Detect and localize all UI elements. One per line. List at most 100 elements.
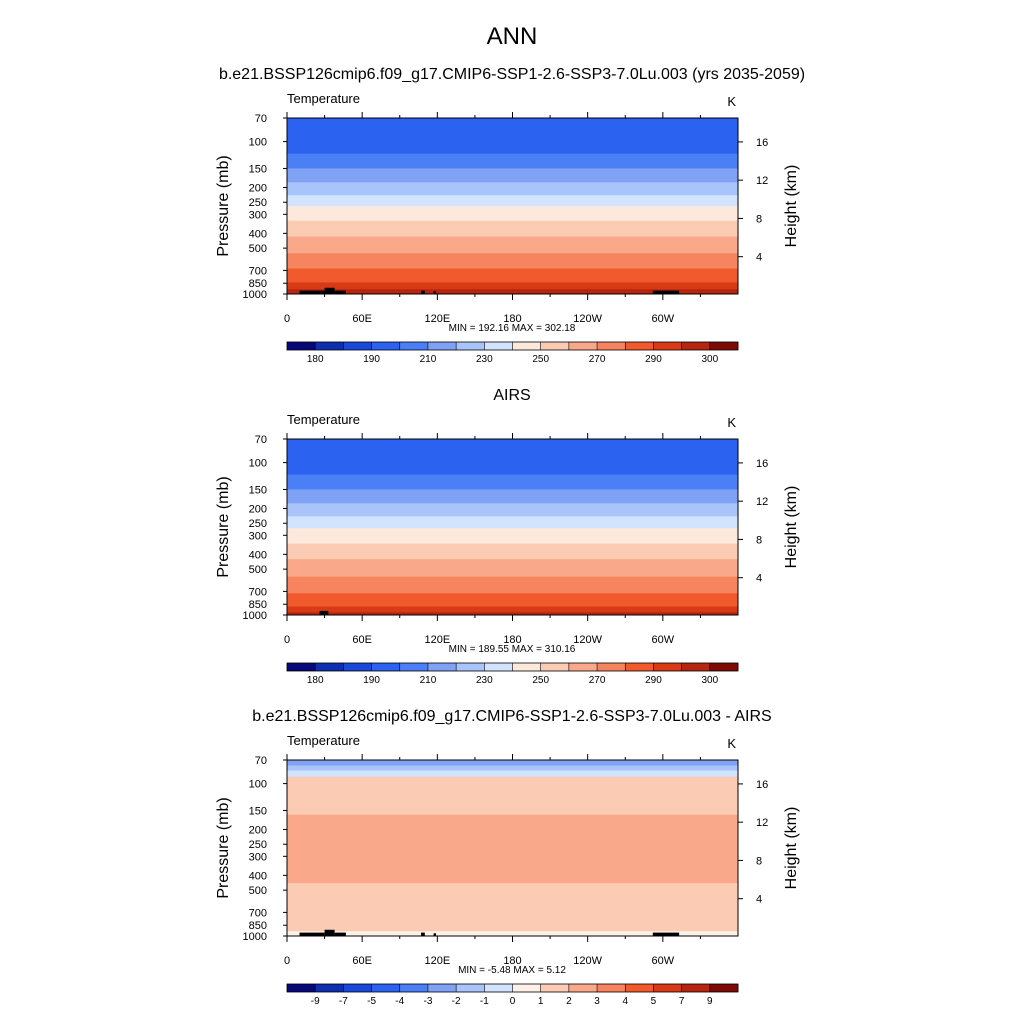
colorbar-label: 290 — [645, 354, 662, 365]
contour-band — [287, 814, 738, 884]
contour-band — [287, 503, 738, 517]
y-tick-label: 100 — [249, 458, 267, 470]
contour-band — [287, 168, 738, 183]
x-tick-label: 0 — [284, 955, 290, 967]
colorbar-label: 180 — [307, 675, 324, 686]
contour-band — [287, 593, 738, 608]
x-tick-label: 60E — [352, 955, 372, 967]
colorbar-swatch — [456, 342, 485, 350]
colorbar-swatch — [709, 663, 739, 671]
colorbar-label: -9 — [311, 996, 320, 1007]
colorbar-swatch — [681, 984, 711, 992]
topography-mask — [652, 290, 680, 294]
y2-tick-label: 4 — [756, 573, 762, 585]
y-tick-label: 500 — [249, 885, 267, 897]
colorbar-swatch — [427, 984, 457, 992]
y2-tick-label: 12 — [756, 496, 768, 508]
y2-tick-label: 16 — [756, 137, 768, 149]
topography-mask — [433, 291, 437, 294]
contour-band — [287, 776, 738, 816]
y2-axis-title: Height (km) — [783, 165, 800, 248]
colorbar-swatch — [512, 984, 541, 992]
colorbar-label: 5 — [651, 996, 657, 1007]
y-tick-label: 500 — [249, 243, 267, 255]
units-label: K — [727, 94, 736, 109]
panels-group: b.e21.BSSP126cmip6.f09_g17.CMIP6-SSP1-2.… — [215, 66, 805, 1007]
y-tick-label: 100 — [249, 137, 267, 149]
colorbar-label: -1 — [480, 996, 489, 1007]
colorbar-label: 300 — [701, 354, 718, 365]
contour-band — [287, 606, 738, 613]
y-tick-label: 700 — [249, 586, 267, 598]
x-tick-label: 180 — [503, 955, 521, 967]
contour-band — [287, 289, 738, 295]
colorbar-swatch — [484, 984, 513, 992]
y-tick-label: 1000 — [243, 610, 267, 622]
colorbar-swatch — [597, 663, 626, 671]
topography-mask — [421, 290, 425, 294]
x-tick-label: 120E — [424, 955, 450, 967]
contour-band — [287, 760, 738, 766]
colorbar-swatch — [484, 342, 513, 350]
colorbar-label: 7 — [679, 996, 685, 1007]
colorbar-label: -4 — [395, 996, 404, 1007]
y-tick-label: 300 — [249, 851, 267, 863]
colorbar-label: 2 — [566, 996, 572, 1007]
colorbar-swatch — [709, 984, 739, 992]
x-tick-label: 120E — [424, 634, 450, 646]
colorbar-swatch — [625, 984, 654, 992]
x-tick-label: 180 — [503, 634, 521, 646]
contour-band — [287, 118, 738, 139]
y2-tick-label: 16 — [756, 779, 768, 791]
y-tick-label: 250 — [249, 839, 267, 851]
y-tick-label: 200 — [249, 182, 267, 194]
y-tick-label: 150 — [249, 805, 267, 817]
colorbar-swatch — [287, 984, 316, 992]
y2-tick-label: 12 — [756, 817, 768, 829]
y-tick-label: 200 — [249, 824, 267, 836]
colorbar-swatch — [681, 342, 711, 350]
colorbar-swatch — [343, 984, 372, 992]
colorbar-swatch — [399, 342, 429, 350]
y-tick-label: 100 — [249, 779, 267, 791]
variable-label: Temperature — [287, 733, 360, 748]
x-tick-label: 60W — [652, 634, 675, 646]
topography-mask — [433, 933, 437, 936]
colorbar-label: 190 — [363, 675, 380, 686]
units-label: K — [727, 736, 736, 751]
y-tick-label: 400 — [249, 870, 267, 882]
y-tick-label: 1000 — [243, 931, 267, 943]
topography-mask — [324, 287, 335, 294]
topography-mask — [334, 290, 346, 294]
colorbar-label: -7 — [339, 996, 348, 1007]
y-axis-title: Pressure (mb) — [215, 797, 232, 898]
contour-band — [287, 528, 738, 545]
colorbar-swatch — [315, 984, 344, 992]
topography-mask — [652, 932, 680, 936]
contour-band — [287, 253, 738, 269]
panel-title: b.e21.BSSP126cmip6.f09_g17.CMIP6-SSP1-2.… — [219, 66, 805, 83]
colorbar-label: 300 — [701, 675, 718, 686]
colorbar-swatch — [568, 984, 598, 992]
y-tick-label: 400 — [249, 228, 267, 240]
colorbar-swatch — [427, 342, 457, 350]
x-tick-label: 60E — [352, 313, 372, 325]
y-tick-label: 70 — [255, 755, 267, 767]
y-axis-title: Pressure (mb) — [215, 155, 232, 256]
colorbar-swatch — [371, 663, 401, 671]
contour-band — [287, 195, 738, 207]
y-tick-label: 250 — [249, 518, 267, 530]
colorbar-swatch — [625, 663, 654, 671]
y-tick-label: 1000 — [243, 289, 267, 301]
y-tick-label: 300 — [249, 530, 267, 542]
colorbar-label: 3 — [594, 996, 600, 1007]
contour-band — [287, 220, 738, 238]
colorbar-swatch — [512, 663, 541, 671]
y-tick-label: 300 — [249, 209, 267, 221]
colorbar-swatch — [399, 663, 429, 671]
colorbar-swatch — [371, 984, 401, 992]
y2-tick-label: 16 — [756, 458, 768, 470]
panel-title: b.e21.BSSP126cmip6.f09_g17.CMIP6-SSP1-2.… — [252, 708, 771, 725]
colorbar-swatch — [681, 663, 711, 671]
